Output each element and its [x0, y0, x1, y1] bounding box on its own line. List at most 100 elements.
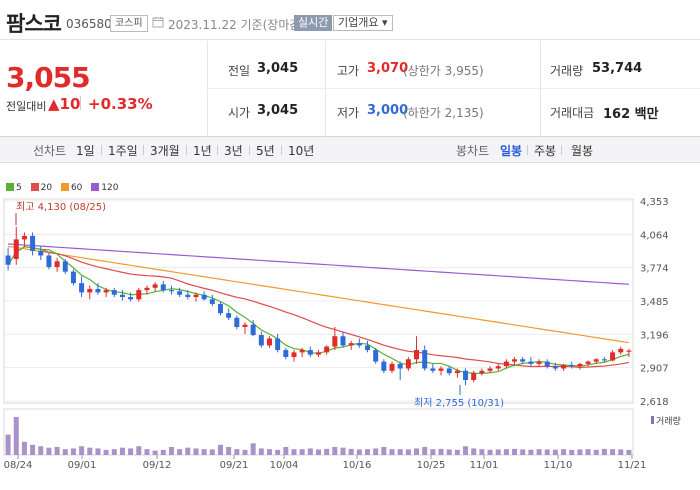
- volume-bar: [348, 448, 354, 455]
- line-chart-title: 선차트: [33, 144, 67, 158]
- x-tick-label: 11/01: [470, 460, 499, 471]
- volume-value: 53,744: [592, 61, 643, 76]
- candle-body: [585, 361, 591, 364]
- volume-bar: [79, 446, 85, 455]
- volume-legend-label: 거래량: [656, 415, 681, 427]
- candle-body: [446, 368, 452, 374]
- divider: [143, 145, 144, 155]
- volume-bar: [397, 449, 403, 455]
- tab-line-1w[interactable]: 1주일: [108, 144, 138, 158]
- current-price: 3,055: [6, 61, 91, 94]
- volume-bar: [569, 449, 575, 455]
- tab-line-3m[interactable]: 3개월: [150, 144, 180, 158]
- volume-bar: [446, 449, 452, 455]
- company-overview-dropdown[interactable]: 기업개요 ▾: [333, 15, 393, 31]
- volume-bar: [512, 448, 518, 455]
- upper-limit: (상한가 3,955): [403, 64, 484, 78]
- volume-bar: [479, 449, 485, 455]
- volume-bar: [299, 449, 305, 455]
- prev-close-label: 전일: [228, 64, 251, 78]
- y-tick-label: 4,064: [640, 230, 669, 241]
- x-tick-label: 11/10: [544, 460, 573, 471]
- volume-bar: [454, 449, 460, 455]
- volume-bar: [381, 446, 387, 455]
- tab-line-10y[interactable]: 10년: [288, 144, 315, 158]
- open-value: 3,045: [257, 103, 299, 118]
- realtime-button[interactable]: 실시간: [294, 15, 333, 31]
- volume-bar: [185, 447, 191, 455]
- y-tick-label: 3,485: [640, 297, 669, 308]
- x-tick-label: 09/01: [68, 460, 97, 471]
- candle-body: [5, 255, 11, 265]
- y-tick-label: 3,196: [640, 330, 669, 341]
- volume-bar: [234, 449, 240, 455]
- candle-body: [258, 335, 264, 346]
- lower-limit: (하한가 2,135): [403, 106, 484, 120]
- chart-period-tabs: 선차트 1일 1주일 3개월 1년 3년 5년 10년 봉차트 일봉 주봉 월봉: [0, 137, 700, 163]
- divider: [325, 41, 326, 137]
- volume-bar: [217, 444, 223, 455]
- candle-body: [30, 235, 36, 251]
- candle-body: [234, 317, 240, 327]
- candle-body: [487, 368, 493, 371]
- volume-bar: [177, 449, 183, 455]
- candle-body: [373, 350, 379, 362]
- y-tick-label: 2,907: [640, 364, 669, 375]
- volume-bar: [258, 448, 264, 455]
- volume-bar: [438, 448, 444, 455]
- candle-body: [38, 250, 44, 256]
- stock-code: 036580: [66, 17, 112, 31]
- divider: [540, 41, 541, 137]
- candle-body: [397, 363, 403, 369]
- volume-bar: [70, 448, 76, 455]
- candle-body: [381, 361, 387, 371]
- candle-body: [266, 338, 272, 346]
- legend-item-ma60: 60: [60, 183, 82, 193]
- tab-candle-weekly[interactable]: 주봉: [534, 144, 557, 158]
- high-value: 3,070: [367, 61, 409, 76]
- candle-body: [70, 271, 76, 284]
- candle-body: [209, 299, 215, 304]
- candle-body: [250, 324, 256, 336]
- volume-bar: [307, 448, 313, 455]
- candle-body: [544, 361, 550, 367]
- divider: [281, 145, 282, 155]
- divider: [207, 88, 700, 89]
- tab-candle-daily[interactable]: 일봉: [500, 144, 523, 158]
- volume-legend-swatch: [651, 416, 654, 424]
- volume-bar: [405, 449, 411, 455]
- candle-body: [177, 291, 183, 295]
- y-tick-label: 2,618: [640, 397, 669, 408]
- tab-line-5y[interactable]: 5년: [256, 144, 275, 158]
- candle-body: [185, 294, 191, 298]
- divider: [249, 145, 250, 155]
- candle-body: [168, 290, 174, 292]
- tab-line-1y[interactable]: 1년: [193, 144, 212, 158]
- volume-bar: [275, 449, 281, 455]
- tab-line-3y[interactable]: 3년: [224, 144, 243, 158]
- y-tick-label: 4,353: [640, 197, 669, 208]
- candle-body: [340, 336, 346, 346]
- volume-bar: [332, 446, 338, 455]
- divider: [186, 145, 187, 155]
- volume-bar: [561, 449, 567, 455]
- candle-body: [552, 366, 558, 369]
- volume-bar: [528, 449, 534, 455]
- candle-body: [471, 373, 477, 381]
- volume-bar: [316, 449, 321, 455]
- low-value: 3,000: [367, 103, 409, 118]
- volume-bar: [38, 446, 44, 455]
- legend-label: 20: [40, 183, 53, 193]
- legend-item-ma5: 5: [6, 183, 22, 193]
- candle-body: [454, 370, 460, 374]
- tab-candle-monthly[interactable]: 월봉: [571, 144, 594, 158]
- candle-body: [561, 365, 567, 369]
- volume-bar: [168, 446, 174, 455]
- candle-body: [626, 350, 632, 352]
- tab-line-1d[interactable]: 1일: [76, 144, 95, 158]
- candlestick-chart[interactable]: 4,353 4,064 3,774 3,485 3,196 2,907 2,618 최고 4,…: [0, 195, 700, 490]
- volume-bar: [373, 448, 379, 455]
- volume-bar: [95, 448, 101, 455]
- ma60-line: [7, 245, 630, 344]
- candle-body: [512, 359, 518, 362]
